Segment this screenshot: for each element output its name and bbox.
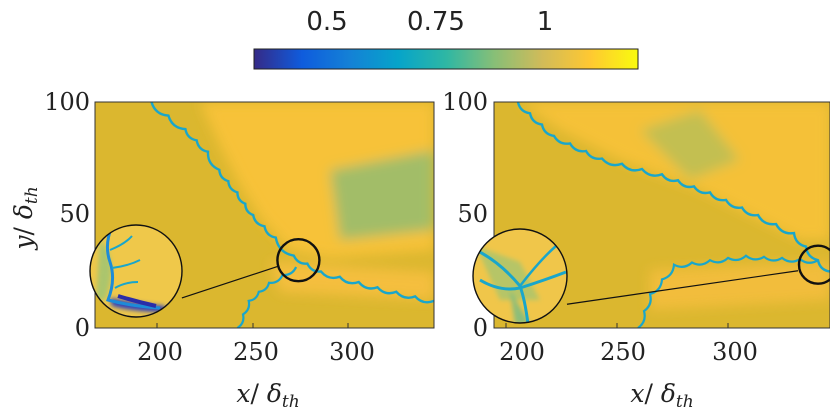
left-zoom-connector [181,265,279,299]
left-panel: 200 250 300 100 50 0 x/ δth y/ δth [9,88,435,412]
right-lower-front-line [637,254,819,328]
right-axes-box [493,101,830,329]
left-ytick-label: 50 [59,200,90,228]
left-axes-box [94,101,435,329]
right-zoom-inset [472,228,568,324]
right-heatmap-green-band [640,110,740,180]
right-heatmap-lower-band [650,262,830,310]
left-xtick-label: 200 [137,338,183,366]
left-front-line [150,102,434,304]
right-x-axis-label: x/ δth [630,379,693,412]
left-xtick-label: 300 [329,338,375,366]
right-xtick-label: 300 [712,338,758,366]
left-heatmap-lower-band [270,262,434,300]
left-x-axis-label: x/ δth [236,379,299,412]
right-heatmap-bright-region [520,102,830,240]
right-zoom-connector [566,270,799,305]
colorbar-tick-label: 0.5 [306,7,347,37]
left-xtick-label: 250 [233,338,279,366]
right-xtick-label: 250 [600,338,646,366]
right-xtick-label: 200 [499,338,545,366]
left-zoom-marker [276,238,321,283]
left-heatmap-green-band [330,150,434,240]
colorbar: 0.5 0.75 1 [253,7,639,70]
right-panel: 200 250 300 100 50 0 x/ δth [442,88,830,412]
left-ytick-label: 0 [75,314,90,342]
left-y-axis-label: y/ δth [9,186,42,250]
right-ytick-label: 0 [473,314,488,342]
right-ytick-label: 100 [442,88,488,116]
left-zoom-inset [89,224,183,318]
colorbar-bar [253,48,639,70]
right-ytick-label: 50 [457,200,488,228]
colorbar-tick-label: 0.75 [407,7,465,37]
right-zoom-marker [797,244,830,285]
right-front-line [516,102,830,273]
colorbar-tick-label: 1 [537,7,554,37]
left-ytick-label: 100 [44,88,90,116]
